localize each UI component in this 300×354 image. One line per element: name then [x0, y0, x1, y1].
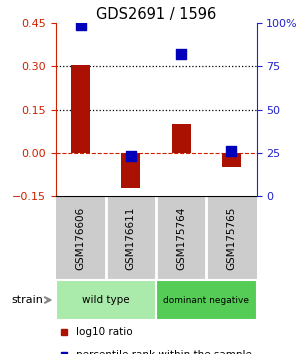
Bar: [71, 65, 90, 153]
Text: GSM175764: GSM175764: [176, 206, 186, 270]
Bar: [121, 153, 140, 188]
Point: [179, 51, 184, 57]
Point: [78, 22, 83, 28]
Text: GSM176611: GSM176611: [126, 206, 136, 270]
Text: log10 ratio: log10 ratio: [76, 327, 132, 337]
Text: dominant negative: dominant negative: [163, 296, 249, 304]
Title: GDS2691 / 1596: GDS2691 / 1596: [96, 7, 216, 22]
Bar: [172, 124, 191, 153]
Text: percentile rank within the sample: percentile rank within the sample: [76, 350, 251, 354]
Text: strain: strain: [11, 295, 43, 305]
Point: [229, 148, 234, 153]
Text: wild type: wild type: [82, 295, 130, 305]
Bar: [156, 280, 256, 320]
Text: GSM175765: GSM175765: [226, 206, 236, 270]
Point: [128, 153, 133, 159]
Bar: [56, 280, 156, 320]
Bar: [222, 153, 241, 167]
Text: GSM176606: GSM176606: [76, 206, 85, 270]
